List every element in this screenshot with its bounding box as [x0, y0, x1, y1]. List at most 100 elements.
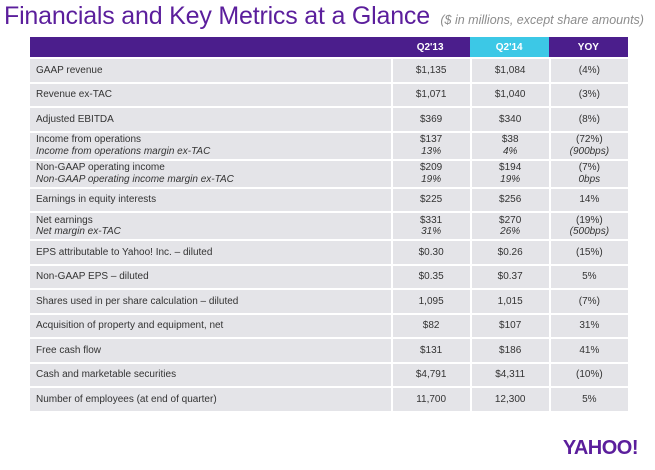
- page-title: Financials and Key Metrics at a Glance: [4, 2, 430, 30]
- metrics-table: Q2'13 Q2'14 YOY GAAP revenue $1,135 $1,084…: [30, 37, 628, 411]
- cell-q2-14-value: $38: [501, 134, 519, 145]
- cell-q2-13: $1,071: [390, 81, 470, 106]
- cell-q2-14: $38 4%: [469, 130, 549, 159]
- row-label-sub-value: Non-GAAP operating income margin ex-TAC: [36, 173, 234, 185]
- row-label: Acquisition of property and equipment, n…: [30, 312, 391, 337]
- row-label: Free cash flow: [30, 337, 391, 362]
- row-label-value: Cash and marketable securities: [36, 369, 177, 380]
- cell-q2-13-value: $331: [420, 214, 443, 226]
- cell-q2-13: $1,135: [390, 57, 470, 82]
- row-label: Non-GAAP operating income Non-GAAP operat…: [30, 158, 391, 187]
- row-label-value: Free cash flow: [36, 344, 102, 356]
- cell-yoy-value: (7%): [578, 162, 600, 173]
- row-label-value: Income from operations: [36, 134, 142, 145]
- table-row: Earnings in equity interests $225 $256 14%: [30, 186, 628, 211]
- table-header-row: Q2'13 Q2'14 YOY: [30, 37, 628, 57]
- cell-q2-14: $340: [469, 106, 549, 131]
- cell-q2-14-value: $4,311: [495, 369, 526, 380]
- cell-yoy: 5%: [548, 386, 628, 411]
- cell-yoy: 5%: [548, 263, 628, 288]
- row-label-value: Non-GAAP EPS – diluted: [36, 271, 149, 282]
- cell-yoy: (72%) (900bps): [548, 130, 628, 159]
- table-row: Non-GAAP EPS – diluted $0.35 $0.37 5%: [30, 263, 628, 288]
- table-row: Adjusted EBITDA $369 $340 (8%): [30, 106, 628, 131]
- cell-q2-13-value: $4,791: [415, 369, 447, 380]
- row-label: Net earnings Net margin ex-TAC: [30, 211, 391, 239]
- cell-q2-14: $186: [469, 337, 549, 362]
- cell-yoy-value: (19%): [576, 214, 603, 226]
- cell-yoy-value: (8%): [578, 113, 600, 125]
- row-label: Number of employees (at end of quarter): [30, 386, 391, 411]
- cell-yoy: (15%): [548, 239, 628, 264]
- cell-yoy: 31%: [548, 312, 628, 337]
- cell-q2-13-value: $209: [420, 162, 443, 173]
- table-row: Revenue ex-TAC $1,071 $1,040 (3%): [30, 81, 628, 106]
- table-row: Net earnings Net margin ex-TAC $331 31% $270…: [30, 211, 628, 239]
- cell-q2-14: 12,300: [469, 386, 549, 411]
- cell-q2-14-value: 1,015: [497, 295, 523, 307]
- cell-q2-14: $1,040: [469, 81, 549, 106]
- cell-q2-13-sub-value: 13%: [421, 145, 442, 157]
- cell-q2-14-value: $1,040: [494, 89, 526, 100]
- cell-yoy-sub-value: (900bps): [569, 145, 610, 157]
- column-header-q2-13: Q2'13: [390, 37, 470, 57]
- cell-q2-14: 1,015: [469, 288, 549, 313]
- table-row: Non-GAAP operating income Non-GAAP operat…: [30, 158, 628, 187]
- column-header-yoy: YOY: [548, 37, 628, 57]
- row-label: Adjusted EBITDA: [30, 106, 391, 131]
- cell-yoy-value: 5%: [582, 271, 597, 282]
- cell-yoy-value: (4%): [578, 64, 600, 76]
- cell-q2-13: $209 19%: [390, 158, 470, 187]
- cell-yoy: (4%): [548, 57, 628, 82]
- cell-q2-14-value: 12,300: [494, 393, 526, 405]
- column-header-metric: [30, 37, 391, 57]
- cell-q2-13-value: $225: [420, 194, 443, 205]
- cell-yoy: 41%: [548, 337, 628, 362]
- table-row: EPS attributable to Yahoo! Inc. – dilute…: [30, 239, 628, 264]
- row-label: Revenue ex-TAC: [30, 81, 391, 106]
- cell-q2-13-sub-value: 19%: [421, 173, 442, 185]
- row-label: Shares used in per share calculation – d…: [30, 288, 391, 313]
- cell-q2-13-value: $1,135: [415, 64, 447, 76]
- cell-q2-14-value: $340: [499, 113, 522, 125]
- cell-q2-13: 11,700: [390, 386, 470, 411]
- cell-q2-13-value: $0.30: [418, 246, 444, 258]
- cell-yoy: (7%) 0bps: [548, 158, 628, 187]
- table-row: GAAP revenue $1,135 $1,084 (4%): [30, 57, 628, 82]
- cell-yoy: 14%: [548, 186, 628, 211]
- row-label: EPS attributable to Yahoo! Inc. – dilute…: [30, 239, 391, 264]
- cell-yoy-value: (3%): [578, 89, 600, 100]
- row-label-value: Non-GAAP operating income: [36, 162, 165, 173]
- row-label-value: Shares used in per share calculation – d…: [36, 295, 239, 307]
- row-label: Cash and marketable securities: [30, 361, 391, 386]
- row-label-value: EPS attributable to Yahoo! Inc. – dilute…: [36, 246, 213, 258]
- row-label-sub-value: Income from operations margin ex-TAC: [36, 145, 211, 157]
- cell-q2-14-sub-value: 4%: [502, 145, 518, 157]
- page-subtitle: ($ in millions, except share amounts): [440, 13, 644, 27]
- cell-q2-13: $131: [390, 337, 470, 362]
- cell-q2-13: $0.30: [390, 239, 470, 264]
- cell-q2-14: $194 19%: [469, 158, 549, 187]
- row-label: Income from operations Income from operat…: [30, 130, 391, 159]
- cell-yoy-value: 14%: [579, 194, 600, 205]
- cell-q2-14-value: $107: [499, 320, 522, 331]
- row-label-sub-value: Net margin ex-TAC: [36, 226, 121, 237]
- cell-q2-14-value: $256: [499, 194, 522, 205]
- cell-yoy-value: (7%): [578, 295, 600, 307]
- cell-yoy: (3%): [548, 81, 628, 106]
- cell-q2-13-value: $1,071: [415, 89, 447, 100]
- column-header-q2-14: Q2'14: [469, 37, 549, 57]
- cell-yoy: (19%) (500bps): [548, 211, 628, 239]
- cell-q2-14: $256: [469, 186, 549, 211]
- cell-q2-14: $1,084: [469, 57, 549, 82]
- table-row: Shares used in per share calculation – d…: [30, 288, 628, 313]
- cell-q2-13: $369: [390, 106, 470, 131]
- table-row: Free cash flow $131 $186 41%: [30, 337, 628, 362]
- cell-q2-13: $137 13%: [390, 130, 470, 159]
- table-row: Income from operations Income from operat…: [30, 130, 628, 159]
- cell-q2-13-value: $369: [420, 113, 443, 125]
- cell-q2-13-value: $82: [422, 320, 440, 331]
- cell-yoy-sub-value: (500bps): [569, 226, 610, 237]
- cell-yoy-value: (15%): [576, 246, 603, 258]
- cell-q2-13: $82: [390, 312, 470, 337]
